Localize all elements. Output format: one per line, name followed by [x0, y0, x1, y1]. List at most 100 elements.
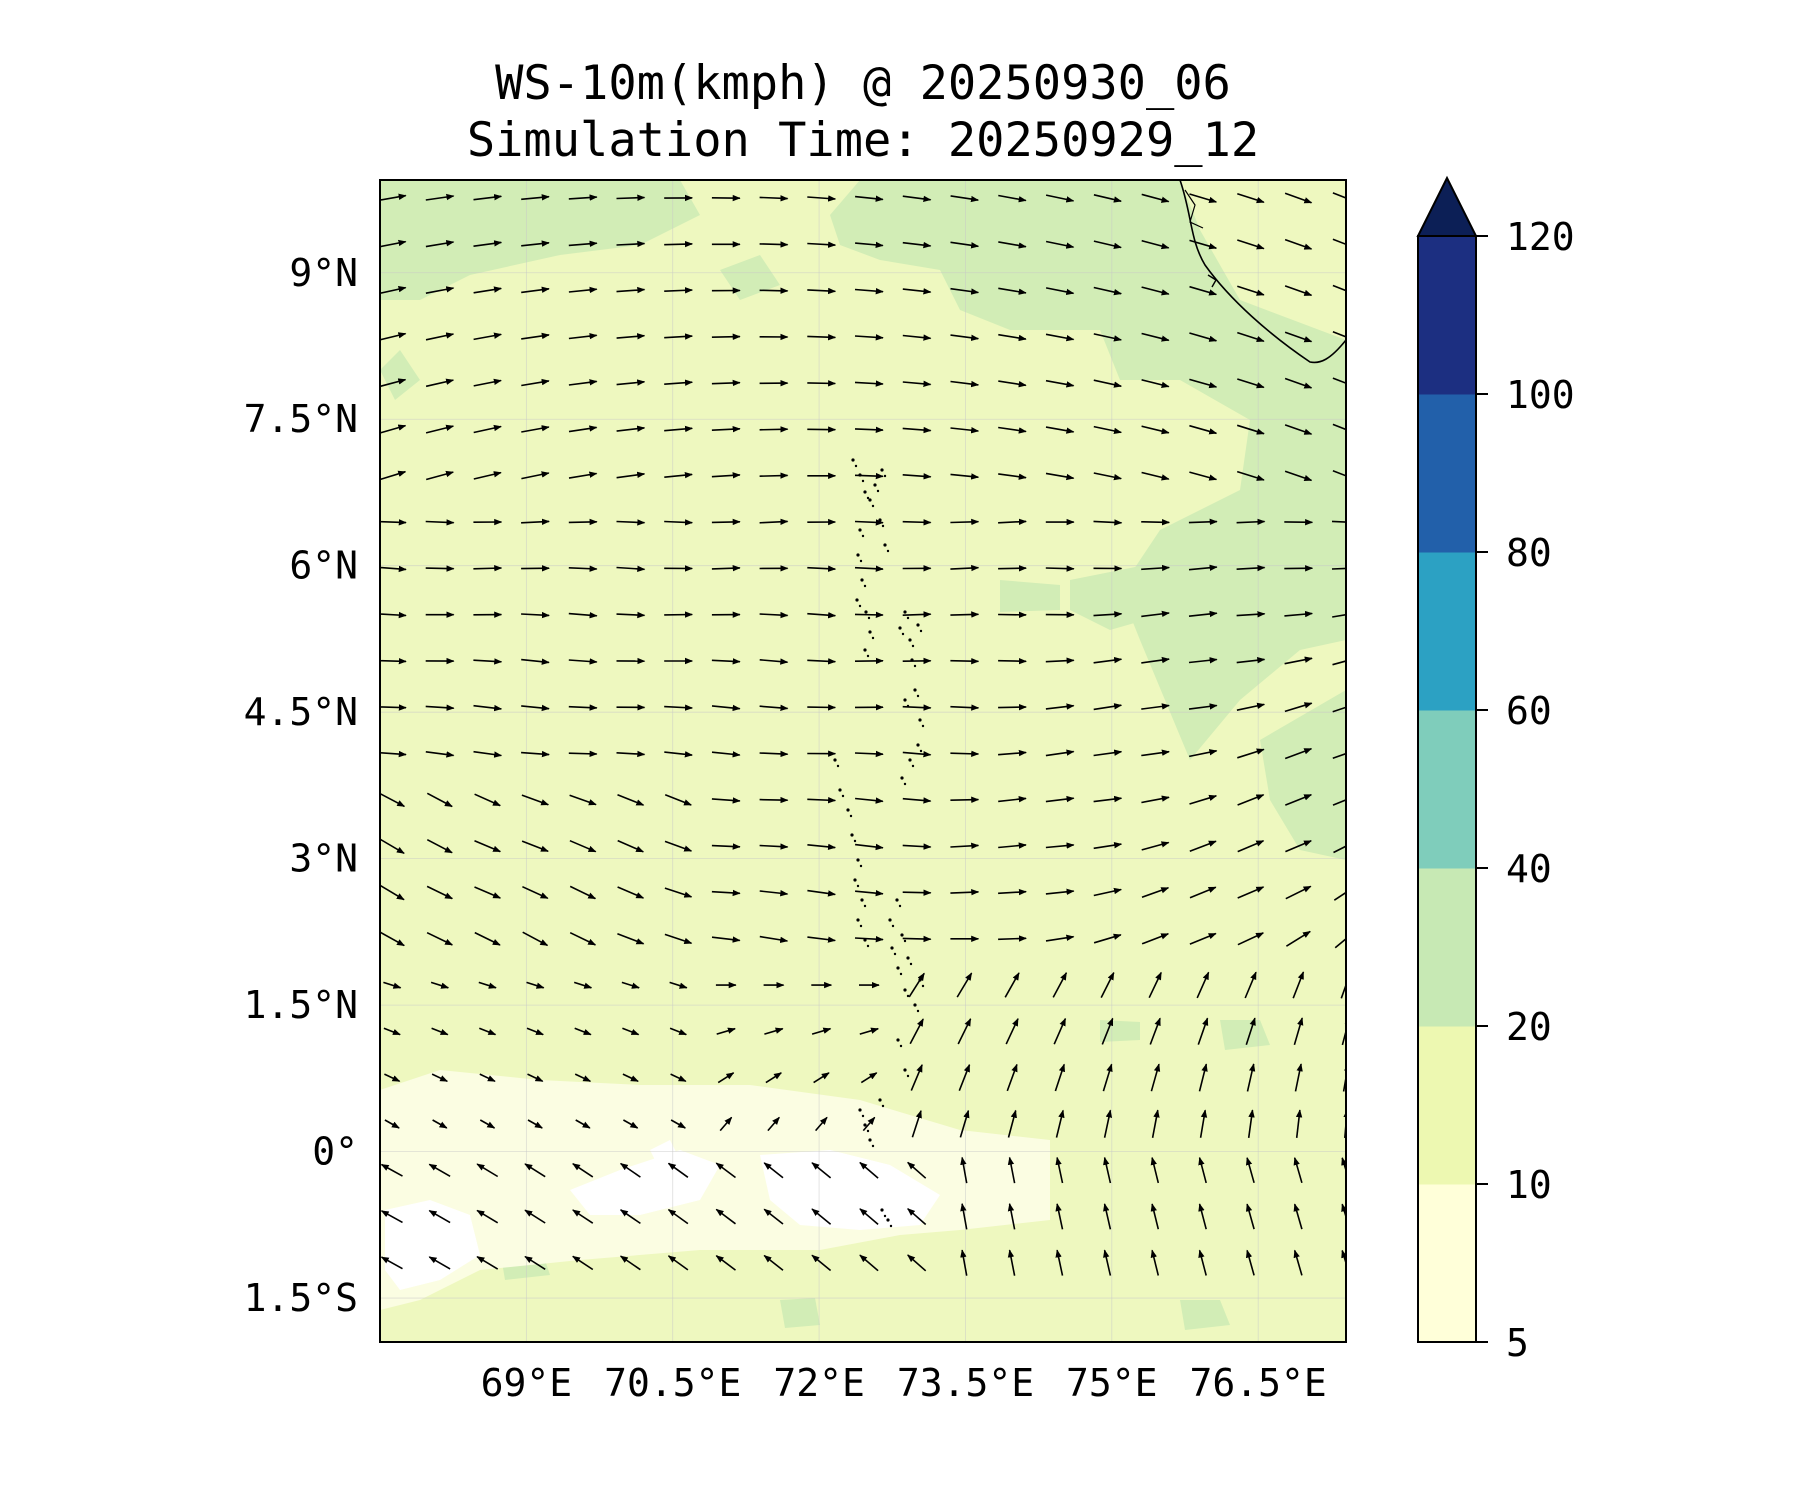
- wind-arrow: [380, 286, 407, 295]
- lon-tick-label: 73.5°E: [897, 1361, 1034, 1405]
- wind-arrow: [959, 1109, 970, 1138]
- wind-arrow: [1285, 930, 1311, 947]
- wind-arrow: [574, 1073, 592, 1083]
- wind-arrow: [426, 838, 453, 854]
- wind-arrow: [1150, 1156, 1160, 1184]
- wind-arrow: [426, 792, 453, 808]
- wind-arrow: [1045, 194, 1075, 203]
- wind-arrow: [759, 843, 789, 850]
- wind-arrow: [950, 889, 980, 896]
- island-dot: [871, 1144, 875, 1148]
- wind-arrow: [1045, 565, 1075, 572]
- wind-arrow: [425, 240, 455, 248]
- wind-arrow: [759, 796, 789, 804]
- wind-arrow: [521, 286, 550, 294]
- wind-arrow: [431, 1027, 449, 1036]
- colorbar-segment: [1418, 236, 1476, 395]
- wind-arrow: [1093, 333, 1122, 342]
- lat-tick-label: 9°N: [289, 251, 358, 295]
- wind-arrow: [767, 1116, 780, 1132]
- wind-arrow: [380, 931, 405, 947]
- island-dot: [868, 498, 872, 502]
- wind-arrow: [1189, 840, 1217, 852]
- colorbar-segment: [1418, 394, 1476, 553]
- wind-arrow: [1188, 610, 1218, 618]
- wind-arrow: [764, 1027, 784, 1035]
- wind-arrow: [380, 750, 407, 758]
- island-dot: [871, 636, 875, 640]
- wind-arrow: [1093, 519, 1123, 526]
- wind-arrow: [616, 425, 646, 432]
- wind-arrow: [957, 1018, 972, 1045]
- wind-arrow: [616, 471, 646, 479]
- wind-arrow: [759, 704, 789, 712]
- wind-arrow: [1285, 793, 1313, 806]
- island-dot: [846, 808, 850, 812]
- lat-tick-label: 7.5°N: [244, 397, 358, 441]
- wind-arrow: [807, 565, 837, 572]
- wind-arrow: [950, 287, 980, 295]
- wind-arrow: [807, 241, 837, 248]
- island-dot: [873, 483, 877, 487]
- lat-tick-label: 3°N: [289, 837, 358, 881]
- wind-arrow: [1332, 469, 1346, 477]
- wind-arrow: [1245, 1203, 1255, 1230]
- wind-speed-band-5-10: [380, 1070, 1050, 1310]
- wind-arrow: [1103, 1203, 1112, 1230]
- wind-arrow: [617, 839, 645, 853]
- wind-arrow: [521, 794, 550, 806]
- wind-arrow: [568, 612, 598, 619]
- wind-arrow: [859, 1161, 879, 1179]
- wind-arrow: [1150, 1063, 1161, 1092]
- wind-arrow: [664, 379, 693, 386]
- wind-arrow: [568, 565, 598, 572]
- island-dot: [911, 644, 915, 648]
- wind-arrow: [431, 1073, 449, 1083]
- island-dot: [903, 698, 907, 702]
- wind-arrow: [617, 933, 645, 945]
- wind-arrow: [1237, 192, 1265, 204]
- wind-arrow: [807, 333, 837, 341]
- wind-arrow: [1284, 331, 1313, 343]
- wind-arrow: [859, 1027, 879, 1035]
- wind-arrow: [1045, 472, 1075, 481]
- wind-arrow: [568, 425, 598, 433]
- wind-arrow: [1244, 971, 1257, 999]
- wind-arrow: [1005, 1017, 1019, 1045]
- island-dot: [899, 972, 903, 976]
- wind-arrow: [664, 425, 693, 433]
- wind-arrow: [715, 1162, 736, 1179]
- wind-arrow: [719, 1116, 733, 1132]
- wind-arrow: [998, 749, 1027, 757]
- wind-arrow: [759, 750, 789, 758]
- wind-arrow: [1045, 934, 1075, 942]
- wind-arrow: [950, 796, 980, 803]
- wind-arrow: [759, 658, 789, 665]
- wind-arrow: [522, 885, 549, 900]
- island-dot: [858, 1108, 862, 1112]
- wind-arrow: [1284, 238, 1313, 250]
- wind-arrow: [380, 704, 407, 711]
- wind-arrow: [998, 888, 1027, 896]
- wind-arrow: [380, 565, 407, 573]
- island-dot: [906, 956, 910, 960]
- wind-arrow: [1236, 564, 1266, 572]
- latitude-tick-labels: 9°N 7.5°N 6°N 4.5°N 3°N 1.5°N 0° 1.5°S: [244, 251, 358, 1320]
- wind-arrow: [1045, 749, 1075, 757]
- wind-arrow: [1331, 567, 1346, 570]
- island-dot: [881, 1104, 885, 1108]
- island-dot: [900, 933, 904, 937]
- wind-arrow: [907, 1161, 927, 1179]
- wind-arrow: [711, 425, 741, 433]
- wind-arrow: [425, 332, 455, 341]
- wind-arrow: [473, 193, 503, 201]
- wind-arrow: [380, 838, 405, 854]
- wind-arrow: [910, 1064, 923, 1091]
- wind-arrow: [380, 1256, 403, 1270]
- wind-arrow: [426, 885, 454, 900]
- wind-arrow: [763, 1208, 784, 1225]
- wind-arrow: [473, 704, 503, 712]
- wind-arrow: [811, 1027, 832, 1035]
- wind-arrow: [1245, 1157, 1255, 1184]
- lon-tick-label: 69°E: [481, 1361, 573, 1405]
